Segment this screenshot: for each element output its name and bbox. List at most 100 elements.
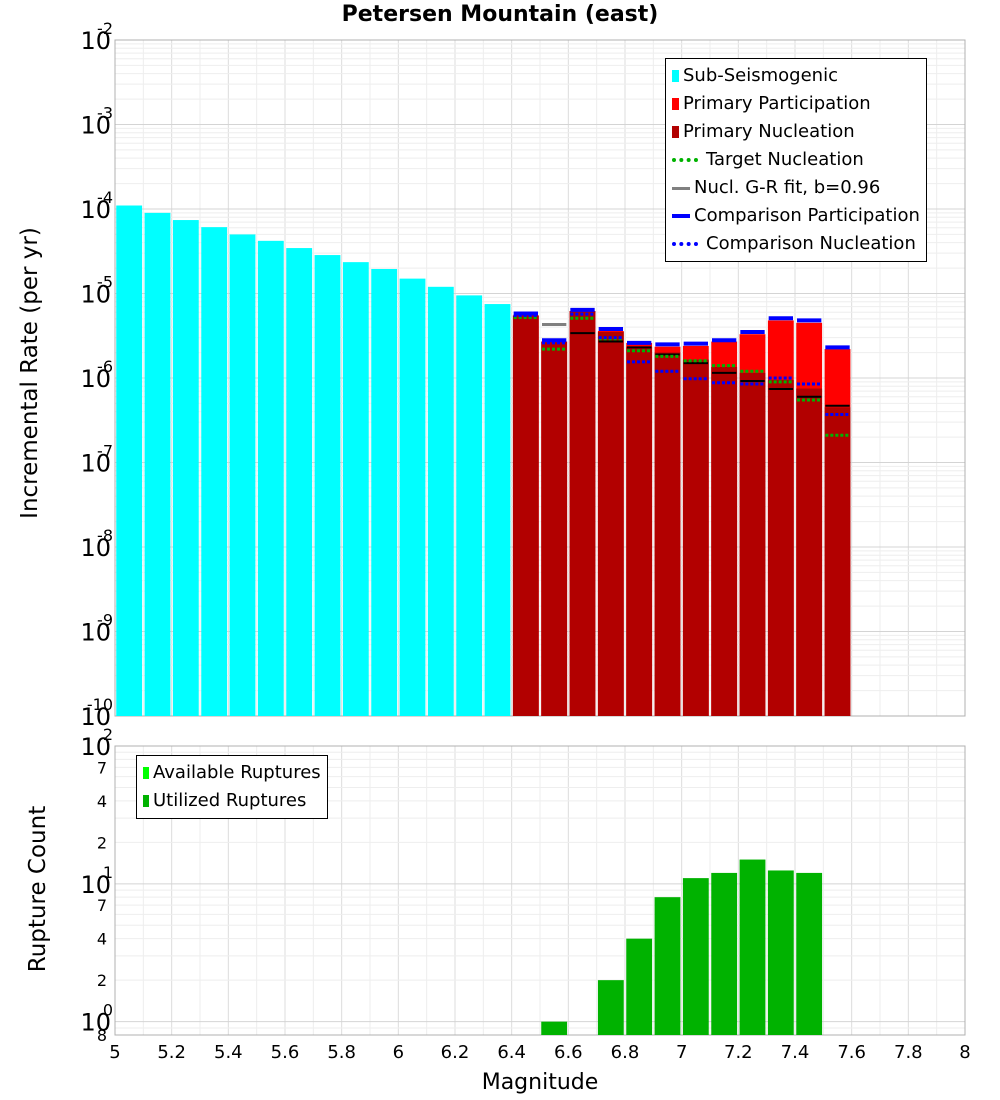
legend-item-comparison-nucleation: Comparison Nucleation	[672, 230, 920, 258]
sub-seismogenic-bar	[201, 227, 228, 716]
legend-swatch-lightgreen	[143, 767, 149, 779]
primary-nucleation-bar	[512, 315, 539, 716]
top-y-tick-exponent: -9	[97, 611, 113, 630]
sub-seismogenic-bar	[172, 220, 199, 716]
legend-item-comparison-participation: Comparison Participation	[672, 202, 920, 230]
legend-label: Available Ruptures	[153, 762, 321, 783]
x-axis-label: Magnitude	[481, 1070, 599, 1095]
bottom-legend: Available Ruptures Utilized Ruptures	[136, 755, 328, 819]
sub-seismogenic-bar	[427, 286, 454, 716]
top-y-tick-exponent: -5	[97, 273, 113, 292]
top-y-tick-base: 10	[80, 281, 111, 309]
top-y-tick-base: 10	[80, 112, 111, 140]
legend-item-target-nucleation: Target Nucleation	[672, 146, 920, 174]
bottom-y-tick-exponent: 2	[103, 725, 113, 744]
x-tick-label: 6.2	[441, 1042, 470, 1063]
primary-nucleation-bar	[626, 346, 653, 716]
x-tick-label: 5.2	[157, 1042, 186, 1063]
legend-swatch-red	[672, 98, 679, 110]
x-tick-label: 7.6	[837, 1042, 866, 1063]
bottom-y-minor-tick-label: 4	[97, 930, 107, 949]
x-tick-label: 6.6	[554, 1042, 583, 1063]
primary-nucleation-bar	[739, 372, 766, 716]
legend-swatch-darkred	[672, 126, 679, 138]
utilized-ruptures-bar	[654, 897, 681, 1035]
chart-title: Petersen Mountain (east)	[341, 2, 659, 27]
primary-nucleation-bar	[682, 359, 709, 716]
primary-nucleation-bar	[711, 366, 738, 716]
legend-label: Sub-Seismogenic	[683, 65, 838, 86]
sub-seismogenic-bar	[144, 212, 171, 716]
bottom-y-axis-label: Rupture Count	[25, 805, 51, 973]
top-y-tick-exponent: -2	[97, 19, 113, 38]
bottom-y-minor-tick-label: 4	[97, 792, 107, 811]
legend-swatch-green-dotted	[672, 158, 698, 162]
legend-item-utilized-ruptures: Utilized Ruptures	[143, 787, 321, 815]
x-tick-label: 7.8	[894, 1042, 923, 1063]
top-y-tick-base: 10	[80, 196, 111, 224]
top-y-tick-exponent: -6	[97, 357, 113, 376]
x-tick-label: 5.4	[214, 1042, 243, 1063]
primary-nucleation-bar	[824, 407, 851, 716]
top-y-tick-base: 10	[80, 450, 111, 478]
bottom-y-minor-tick-label: 7	[97, 758, 107, 777]
bottom-y-tick-exponent: 0	[103, 1001, 113, 1020]
top-y-tick-base: 10	[80, 619, 111, 647]
sub-seismogenic-bar	[116, 205, 143, 716]
primary-nucleation-bar	[654, 352, 681, 716]
top-y-axis-label: Incremental Rate (per yr)	[17, 227, 43, 519]
x-tick-label: 6.8	[611, 1042, 640, 1063]
sub-seismogenic-bar	[371, 268, 398, 716]
primary-nucleation-bar	[796, 388, 823, 716]
legend-item-available-ruptures: Available Ruptures	[143, 759, 321, 787]
utilized-ruptures-bar	[597, 980, 624, 1035]
bottom-plot-frame	[114, 745, 966, 1036]
primary-nucleation-bar	[597, 332, 624, 716]
utilized-ruptures-bar	[739, 859, 766, 1035]
sub-seismogenic-bar	[484, 304, 511, 716]
legend-label: Comparison Participation	[694, 205, 920, 226]
utilized-ruptures-bar	[796, 872, 823, 1035]
primary-nucleation-bar	[569, 311, 596, 716]
bottom-y-tick-exponent: 1	[103, 863, 113, 882]
legend-swatch-blue-line	[672, 214, 690, 218]
legend-label: Primary Participation	[683, 93, 871, 114]
top-y-tick-exponent: -3	[97, 104, 113, 123]
legend-item-primary-nucleation: Primary Nucleation	[672, 118, 920, 146]
top-legend: Sub-Seismogenic Primary Participation Pr…	[665, 58, 927, 262]
primary-nucleation-bar	[541, 341, 568, 716]
top-y-tick-base: 10	[80, 534, 111, 562]
bottom-y-minor-tick-label: 2	[97, 971, 107, 990]
legend-item-primary-participation: Primary Participation	[672, 90, 920, 118]
legend-swatch-green	[143, 795, 149, 807]
x-tick-label: 6.4	[497, 1042, 526, 1063]
legend-swatch-cyan	[672, 70, 679, 82]
x-tick-label: 6	[393, 1042, 404, 1063]
legend-swatch-blue-dotted	[672, 242, 698, 246]
top-y-tick-base: 10	[80, 703, 111, 731]
sub-seismogenic-bar	[399, 278, 426, 716]
sub-seismogenic-bar	[342, 262, 369, 716]
top-y-tick-exponent: -7	[97, 442, 113, 461]
x-tick-label: 8	[959, 1042, 970, 1063]
legend-label: Primary Nucleation	[683, 121, 855, 142]
legend-label: Nucl. G-R fit, b=0.96	[694, 177, 881, 198]
top-plot-frame	[114, 39, 966, 717]
utilized-ruptures-bar	[767, 870, 794, 1035]
top-y-tick-exponent: -8	[97, 526, 113, 545]
bottom-y-tick-base: 10	[80, 1009, 111, 1037]
utilized-ruptures-bar	[626, 938, 653, 1035]
legend-label: Target Nucleation	[706, 149, 864, 170]
sub-seismogenic-bar	[229, 234, 256, 717]
sub-seismogenic-bar	[456, 295, 483, 716]
legend-label: Utilized Ruptures	[153, 790, 307, 811]
legend-item-sub-seismogenic: Sub-Seismogenic	[672, 62, 920, 90]
bottom-y-minor-tick-label: 8	[97, 1026, 107, 1045]
utilized-ruptures-bar	[711, 872, 738, 1035]
top-y-tick-exponent: -4	[97, 188, 113, 207]
legend-swatch-gray-line	[672, 186, 690, 190]
top-y-tick-base: 10	[80, 365, 111, 393]
bottom-y-minor-tick-label: 2	[97, 833, 107, 852]
legend-label: Comparison Nucleation	[706, 233, 916, 254]
bottom-y-tick-base: 10	[80, 733, 111, 761]
